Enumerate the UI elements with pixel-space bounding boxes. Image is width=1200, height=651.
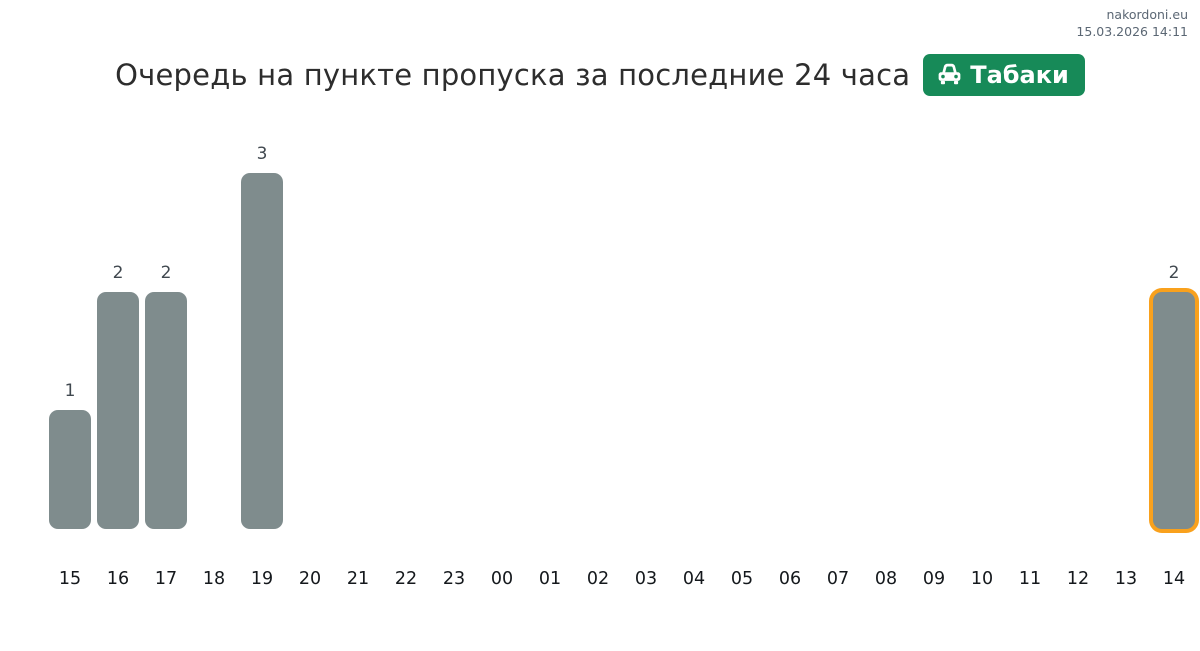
x-axis-label: 18: [202, 569, 226, 589]
bar-column: [670, 118, 718, 529]
bar-column: 2: [142, 118, 190, 529]
bar-column: [1054, 118, 1102, 529]
bar-column: [334, 118, 382, 529]
site-name: nakordoni.eu: [1106, 7, 1188, 22]
bar-hour-19[interactable]: [241, 173, 283, 529]
bar-value-label: 2: [160, 263, 172, 283]
bar-value-label: 3: [256, 144, 268, 164]
car-front-icon: [936, 62, 963, 87]
x-axis-label: 00: [490, 569, 514, 589]
bar-column: [190, 118, 238, 529]
x-axis-label: 17: [154, 569, 178, 589]
x-axis-label: 12: [1066, 569, 1090, 589]
x-axis-label: 08: [874, 569, 898, 589]
x-axis-label: 16: [106, 569, 130, 589]
bar-column: [622, 118, 670, 529]
x-axis-label: 21: [346, 569, 370, 589]
x-axis-label: 04: [682, 569, 706, 589]
bar-column: [862, 118, 910, 529]
x-axis-label: 06: [778, 569, 802, 589]
x-axis-label: 05: [730, 569, 754, 589]
x-axis-label: 11: [1018, 569, 1042, 589]
bar-column: [526, 118, 574, 529]
x-axis-label: 14: [1162, 569, 1186, 589]
bar-column: 1: [46, 118, 94, 529]
checkpoint-badge-label: Табаки: [970, 60, 1069, 89]
bar-column: [1006, 118, 1054, 529]
x-axis-label: 01: [538, 569, 562, 589]
bar-column: [766, 118, 814, 529]
page-title: Очередь на пункте пропуска за последние …: [115, 58, 911, 92]
x-axis-label: 19: [250, 569, 274, 589]
bar-hour-16[interactable]: [97, 292, 139, 529]
bar-column: 3: [238, 118, 286, 529]
bar-column: 2: [94, 118, 142, 529]
bar-column: [574, 118, 622, 529]
x-axis-label: 20: [298, 569, 322, 589]
bar-column: [910, 118, 958, 529]
x-axis-label: 10: [970, 569, 994, 589]
chart-area: 1 2 2 3 2: [46, 118, 1198, 529]
x-axis-label: 23: [442, 569, 466, 589]
timestamp: 15.03.2026 14:11: [1076, 23, 1188, 39]
bar-column: [958, 118, 1006, 529]
x-axis-label: 22: [394, 569, 418, 589]
x-axis-label: 15: [58, 569, 82, 589]
bar-column: 2: [1150, 118, 1198, 529]
bar-column: [814, 118, 862, 529]
x-axis-label: 03: [634, 569, 658, 589]
x-axis: 15 16 17 18 19 20 21 22 23 00 01 02 03 04 05 06 07 08 09 10…: [46, 569, 1198, 589]
site-info: nakordoni.eu 15.03.2026 14:11: [1076, 7, 1188, 41]
bar-value-label: 2: [112, 263, 124, 283]
bar-value-label: 2: [1168, 263, 1180, 283]
title-row: Очередь на пункте пропуска за последние …: [0, 54, 1200, 96]
x-axis-label: 07: [826, 569, 850, 589]
bar-column: [718, 118, 766, 529]
bar-hour-15[interactable]: [49, 410, 91, 529]
x-axis-label: 09: [922, 569, 946, 589]
x-axis-label: 02: [586, 569, 610, 589]
bar-column: [382, 118, 430, 529]
bar-column: [430, 118, 478, 529]
bar-hour-17[interactable]: [145, 292, 187, 529]
bar-hour-14-highlighted[interactable]: [1153, 292, 1195, 529]
bar-column: [478, 118, 526, 529]
x-axis-label: 13: [1114, 569, 1138, 589]
bar-value-label: 1: [64, 381, 76, 401]
checkpoint-badge[interactable]: Табаки: [923, 54, 1085, 96]
bar-column: [286, 118, 334, 529]
bar-column: [1102, 118, 1150, 529]
